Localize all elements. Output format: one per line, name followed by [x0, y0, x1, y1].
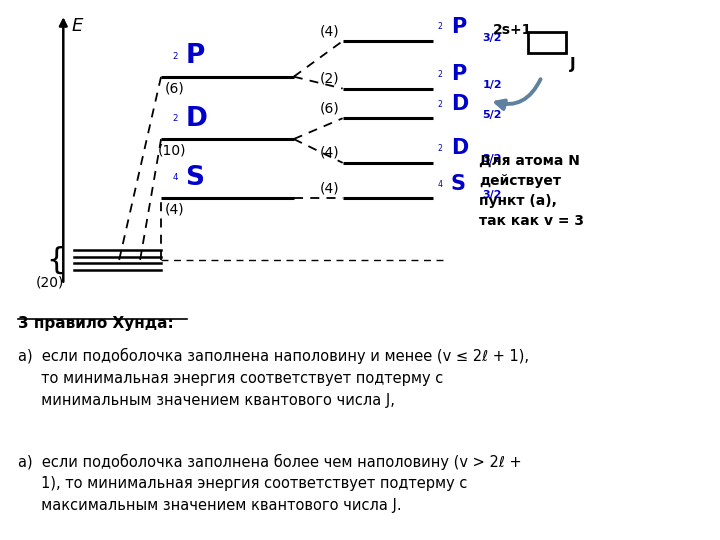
Text: $^{4}$: $^{4}$ [437, 179, 444, 190]
Text: D: D [451, 138, 468, 158]
Text: $^{2}$: $^{2}$ [437, 99, 444, 109]
Text: S: S [186, 165, 204, 191]
Text: 3/2: 3/2 [482, 190, 502, 200]
Text: (4): (4) [320, 181, 339, 195]
Text: $^{2}$: $^{2}$ [437, 22, 444, 32]
Text: 2s+1: 2s+1 [492, 23, 532, 37]
Text: (10): (10) [158, 144, 186, 158]
Text: а)  если подоболочка заполнена более чем наполовину (v > 2ℓ +
     1), то минима: а) если подоболочка заполнена более чем … [18, 454, 521, 513]
Text: 3/2: 3/2 [482, 32, 502, 43]
Text: 3 правило Хунда:: 3 правило Хунда: [18, 316, 174, 331]
Text: (2): (2) [320, 72, 339, 85]
Text: $^{2}$: $^{2}$ [171, 52, 179, 65]
Text: D: D [451, 94, 468, 114]
Text: J: J [570, 57, 575, 72]
Text: 3/2: 3/2 [482, 154, 502, 164]
Text: (4): (4) [165, 203, 184, 217]
Text: (4): (4) [320, 24, 339, 38]
Text: P: P [451, 64, 466, 84]
Text: (6): (6) [165, 81, 184, 95]
Text: 5/2: 5/2 [482, 110, 502, 120]
Text: $^{2}$: $^{2}$ [437, 70, 444, 79]
Text: $^{4}$: $^{4}$ [171, 173, 179, 187]
Text: $^{2}$: $^{2}$ [437, 144, 444, 154]
Text: (6): (6) [320, 102, 339, 115]
Text: Для атома N
действует
пункт (а),
так как v = 3: Для атома N действует пункт (а), так как… [479, 154, 584, 228]
Text: E: E [72, 17, 83, 35]
Text: а)  если подоболочка заполнена наполовину и менее (v ≤ 2ℓ + 1),
     то минималь: а) если подоболочка заполнена наполовину… [18, 348, 529, 408]
Text: {: { [47, 245, 66, 274]
Text: P: P [451, 17, 466, 37]
Text: 1/2: 1/2 [482, 80, 502, 90]
Text: $^{2}$: $^{2}$ [171, 114, 179, 127]
Text: D: D [186, 106, 207, 132]
Text: (20): (20) [35, 275, 64, 289]
Text: S: S [451, 174, 466, 194]
Text: P: P [186, 43, 205, 69]
Text: (4): (4) [320, 146, 339, 160]
